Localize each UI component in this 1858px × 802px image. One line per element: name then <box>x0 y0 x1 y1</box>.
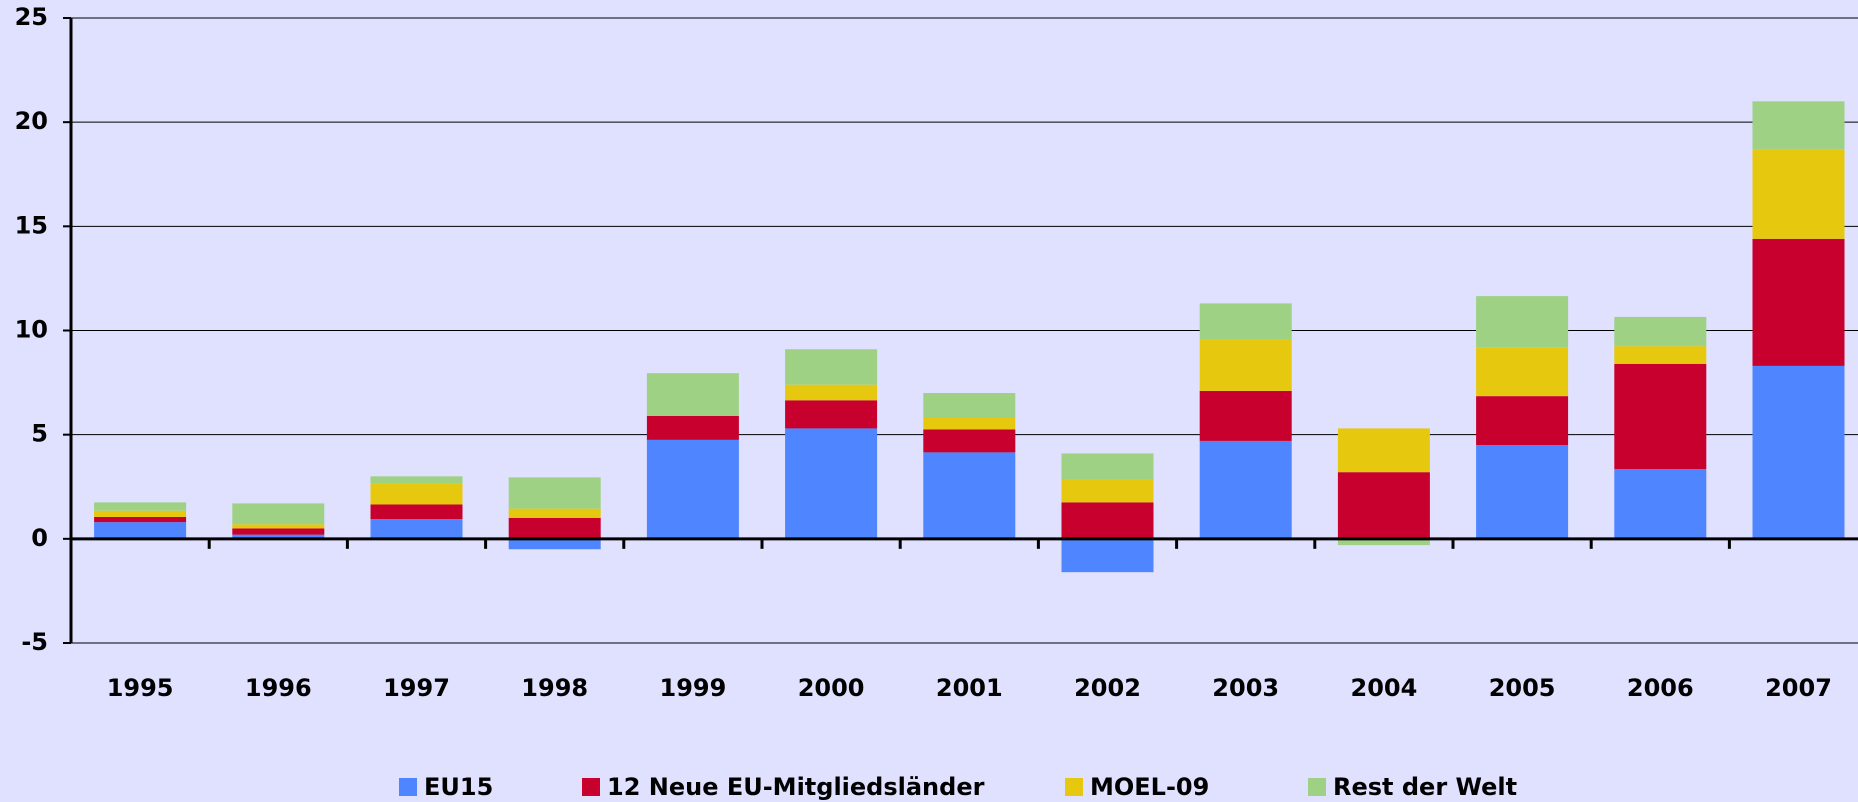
bar-segment <box>370 519 463 539</box>
bar-segment <box>1061 453 1154 480</box>
y-tick-label: 5 <box>31 420 48 448</box>
x-tick-label: 2000 <box>798 674 865 702</box>
y-tick-label: 15 <box>15 211 48 239</box>
bar-segment <box>370 476 463 484</box>
bar-segment <box>1061 502 1154 539</box>
y-tick-label: 10 <box>15 316 48 344</box>
bar-segment <box>508 477 601 509</box>
bar-segment <box>923 418 1016 430</box>
bar-segment <box>1061 538 1154 573</box>
legend-label: MOEL-09 <box>1090 773 1209 801</box>
bar-segment <box>1614 316 1707 347</box>
bar-segment <box>232 528 325 535</box>
bar-segment <box>232 524 325 529</box>
legend-label: Rest der Welt <box>1333 773 1517 801</box>
bar-segment <box>923 393 1016 418</box>
bar-segment <box>1476 445 1569 539</box>
bar-segment <box>1614 346 1707 364</box>
bar-segment <box>370 504 463 520</box>
bar-segment <box>923 452 1016 539</box>
x-tick-label: 2004 <box>1351 674 1418 702</box>
bar-segment <box>1337 472 1430 539</box>
bar-segment <box>1199 303 1292 340</box>
bar-segment <box>923 429 1016 453</box>
bar-segment <box>370 483 463 505</box>
bar-segment <box>1476 296 1569 348</box>
bar-segment <box>94 502 187 511</box>
x-tick-label: 1999 <box>660 674 727 702</box>
bar-segment <box>1614 469 1707 539</box>
x-tick-label: 1997 <box>383 674 450 702</box>
legend-swatch <box>582 778 600 796</box>
bar-segment <box>1752 238 1845 366</box>
y-tick-label: 25 <box>15 3 48 31</box>
bar-segment <box>646 373 739 416</box>
bar-segment <box>1061 479 1154 503</box>
x-tick-label: 2002 <box>1074 674 1141 702</box>
bar-segment <box>1752 365 1845 539</box>
bar-segment <box>1199 390 1292 441</box>
legend-label: EU15 <box>424 773 493 801</box>
bar-segment <box>1614 363 1707 470</box>
x-tick-label: 1996 <box>245 674 312 702</box>
bar-segment <box>785 384 878 401</box>
y-tick-label: 0 <box>31 524 48 552</box>
bar-segment <box>1337 538 1430 546</box>
bar-segment <box>94 522 187 539</box>
bar-segment <box>94 516 187 523</box>
bar-segment <box>646 439 739 539</box>
x-tick-label: 2007 <box>1765 674 1832 702</box>
bar-segment <box>1199 440 1292 539</box>
legend-swatch <box>1308 778 1326 796</box>
bar-segment <box>1752 101 1845 150</box>
bar-segment <box>785 400 878 429</box>
bar-segment <box>508 508 601 518</box>
legend-swatch <box>399 778 417 796</box>
legend-swatch <box>1065 778 1083 796</box>
x-tick-label: 2001 <box>936 674 1003 702</box>
bar-segment <box>1476 396 1569 446</box>
x-tick-label: 2005 <box>1489 674 1556 702</box>
x-tick-label: 1995 <box>107 674 174 702</box>
bar-segment <box>1476 347 1569 397</box>
y-tick-label: 20 <box>15 107 48 135</box>
legend-label: 12 Neue EU-Mitgliedsländer <box>607 773 985 801</box>
bar-segment <box>1199 339 1292 391</box>
y-tick-label: -5 <box>21 628 48 656</box>
x-tick-label: 1998 <box>521 674 588 702</box>
bar-segment <box>785 428 878 539</box>
x-tick-label: 2006 <box>1627 674 1694 702</box>
bar-segment <box>1337 428 1430 473</box>
bar-segment <box>1752 149 1845 239</box>
bar-segment <box>785 349 878 385</box>
bar-segment <box>94 510 187 517</box>
bar-segment <box>232 534 325 539</box>
x-tick-label: 2003 <box>1212 674 1279 702</box>
bar-segment <box>232 503 325 525</box>
bar-segment <box>646 415 739 440</box>
bar-segment <box>508 518 601 539</box>
bar-segment <box>508 538 601 550</box>
